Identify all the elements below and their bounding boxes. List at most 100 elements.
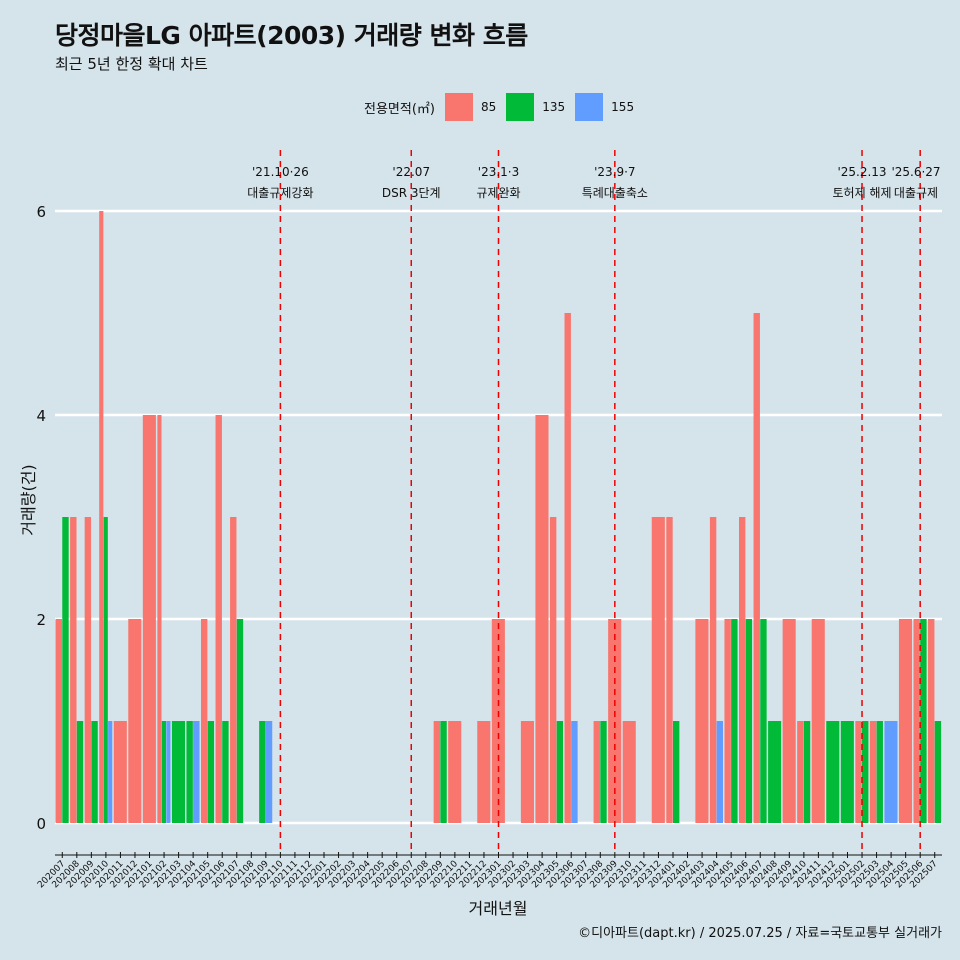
bar-202412-135 (826, 721, 840, 823)
bar-202010-135 (103, 517, 108, 823)
bar-202209-85 (433, 721, 441, 823)
bar-202408-135 (768, 721, 782, 823)
bar-202308-135 (600, 721, 607, 823)
bar-202009-85 (84, 517, 92, 823)
annotation-label: 대출규제 (894, 186, 938, 200)
bar-202507-135 (934, 721, 942, 823)
x-axis: 2020072020082020092020102020112020122021… (36, 852, 942, 890)
x-axis-title: 거래년월 (469, 899, 528, 918)
y-tick-label: 2 (36, 611, 46, 629)
bar-202101-85 (142, 415, 156, 823)
bar-202501-135 (840, 721, 854, 823)
annotation-label: 토허제 해제 (833, 186, 892, 200)
legend-key-155 (575, 93, 604, 121)
y-tick-label: 0 (36, 815, 46, 833)
bar-202405-135 (731, 619, 738, 823)
legend-key-85 (444, 93, 473, 121)
y-axis: 0 2 4 6 (36, 203, 46, 833)
bar-202507-85 (928, 619, 935, 823)
bar-202502-85 (855, 721, 862, 823)
bar-202008-135 (76, 721, 84, 823)
bar-202105-135 (207, 721, 215, 823)
bar-202404-155 (716, 721, 724, 823)
bar-202406-135 (745, 619, 753, 823)
bar-202306-155 (571, 721, 578, 823)
bar-202409-85 (782, 619, 796, 823)
annotation-label: 규제완화 (476, 186, 520, 200)
bar-202312-85 (651, 517, 665, 823)
bar-202301-85 (491, 619, 505, 823)
bar-202007-135 (62, 517, 69, 823)
annotation-date: '25.2.13 (837, 165, 886, 179)
legend-label-85: 85 (480, 100, 497, 114)
bar-202305-135 (556, 721, 564, 823)
bar-202310-85 (622, 721, 636, 823)
annotation-label: 특례대출축소 (582, 186, 648, 200)
annotation-lines (279, 150, 921, 850)
bar-202210-85 (448, 721, 462, 823)
bar-202506-85 (913, 619, 920, 823)
annotation-label: DSR 3단계 (382, 186, 441, 200)
legend-title: 전용면적(㎡) (364, 101, 435, 117)
bar-202104-155 (193, 721, 200, 823)
bar-202103-135 (171, 721, 185, 823)
bar-202502-135 (862, 721, 869, 823)
bar-202010-85 (99, 211, 104, 823)
legend-label-155: 155 (611, 100, 635, 114)
chart-subtitle: 최근 5년 한정 확대 차트 (55, 55, 208, 73)
bar-202308-85 (593, 721, 600, 823)
bar-202503-85 (869, 721, 877, 823)
bar-202109-135 (259, 721, 266, 823)
bar-202212-85 (477, 721, 491, 823)
bar-202503-135 (876, 721, 883, 823)
bar-202403-85 (695, 619, 709, 823)
bar-202010-155 (108, 721, 113, 823)
bar-202102-155 (166, 721, 171, 823)
bar-202401-135 (672, 721, 680, 823)
bar-202008-85 (70, 517, 77, 823)
bar-202007-85 (55, 619, 62, 823)
bar-202407-85 (753, 313, 760, 823)
bar-202406-85 (739, 517, 746, 823)
bar-202106-85 (215, 415, 222, 823)
bar-202410-85 (797, 721, 804, 823)
y-tick-label: 4 (36, 407, 46, 425)
y-axis-title: 거래량(건) (19, 464, 38, 535)
annotation-label: 대출규제강화 (247, 186, 313, 200)
bar-202303-85 (520, 721, 534, 823)
annotation-date: '22.07 (392, 165, 430, 179)
annotation-date: '25.6·27 (891, 165, 940, 179)
bar-202411-85 (811, 619, 825, 823)
bar-202012-85 (128, 619, 142, 823)
bar-202109-155 (265, 721, 273, 823)
annotation-date: '21.10·26 (252, 165, 309, 179)
bar-202306-85 (564, 313, 571, 823)
y-tick-label: 6 (36, 203, 46, 221)
bar-202410-135 (803, 721, 811, 823)
bar-202407-135 (760, 619, 767, 823)
bar-202106-135 (222, 721, 229, 823)
legend-label-135: 135 (542, 100, 566, 114)
legend: 전용면적(㎡) 85 135 155 (364, 93, 644, 121)
bar-202506-135 (920, 619, 927, 823)
bars (55, 211, 942, 823)
bar-202401-85 (666, 517, 673, 823)
legend-key-135 (506, 93, 535, 121)
chart-title: 당정마을LG 아파트(2003) 거래량 변화 흐름 (55, 21, 528, 50)
bar-202505-85 (898, 619, 913, 823)
bar-202105-85 (200, 619, 208, 823)
bar-202102-135 (161, 721, 166, 823)
bar-202405-85 (724, 619, 731, 823)
bar-202404-85 (709, 517, 717, 823)
bar-202504-155 (884, 721, 898, 823)
bar-202309-85 (608, 619, 622, 823)
bar-202011-85 (113, 721, 127, 823)
bar-202209-135 (440, 721, 447, 823)
bar-202102-85 (157, 415, 162, 823)
bar-202107-85 (230, 517, 237, 823)
bar-202107-135 (236, 619, 244, 823)
bar-202104-135 (186, 721, 193, 823)
source-caption: ©디아파트(dapt.kr) / 2025.07.25 / 자료=국토교통부 실… (578, 926, 942, 941)
bar-202009-135 (91, 721, 98, 823)
